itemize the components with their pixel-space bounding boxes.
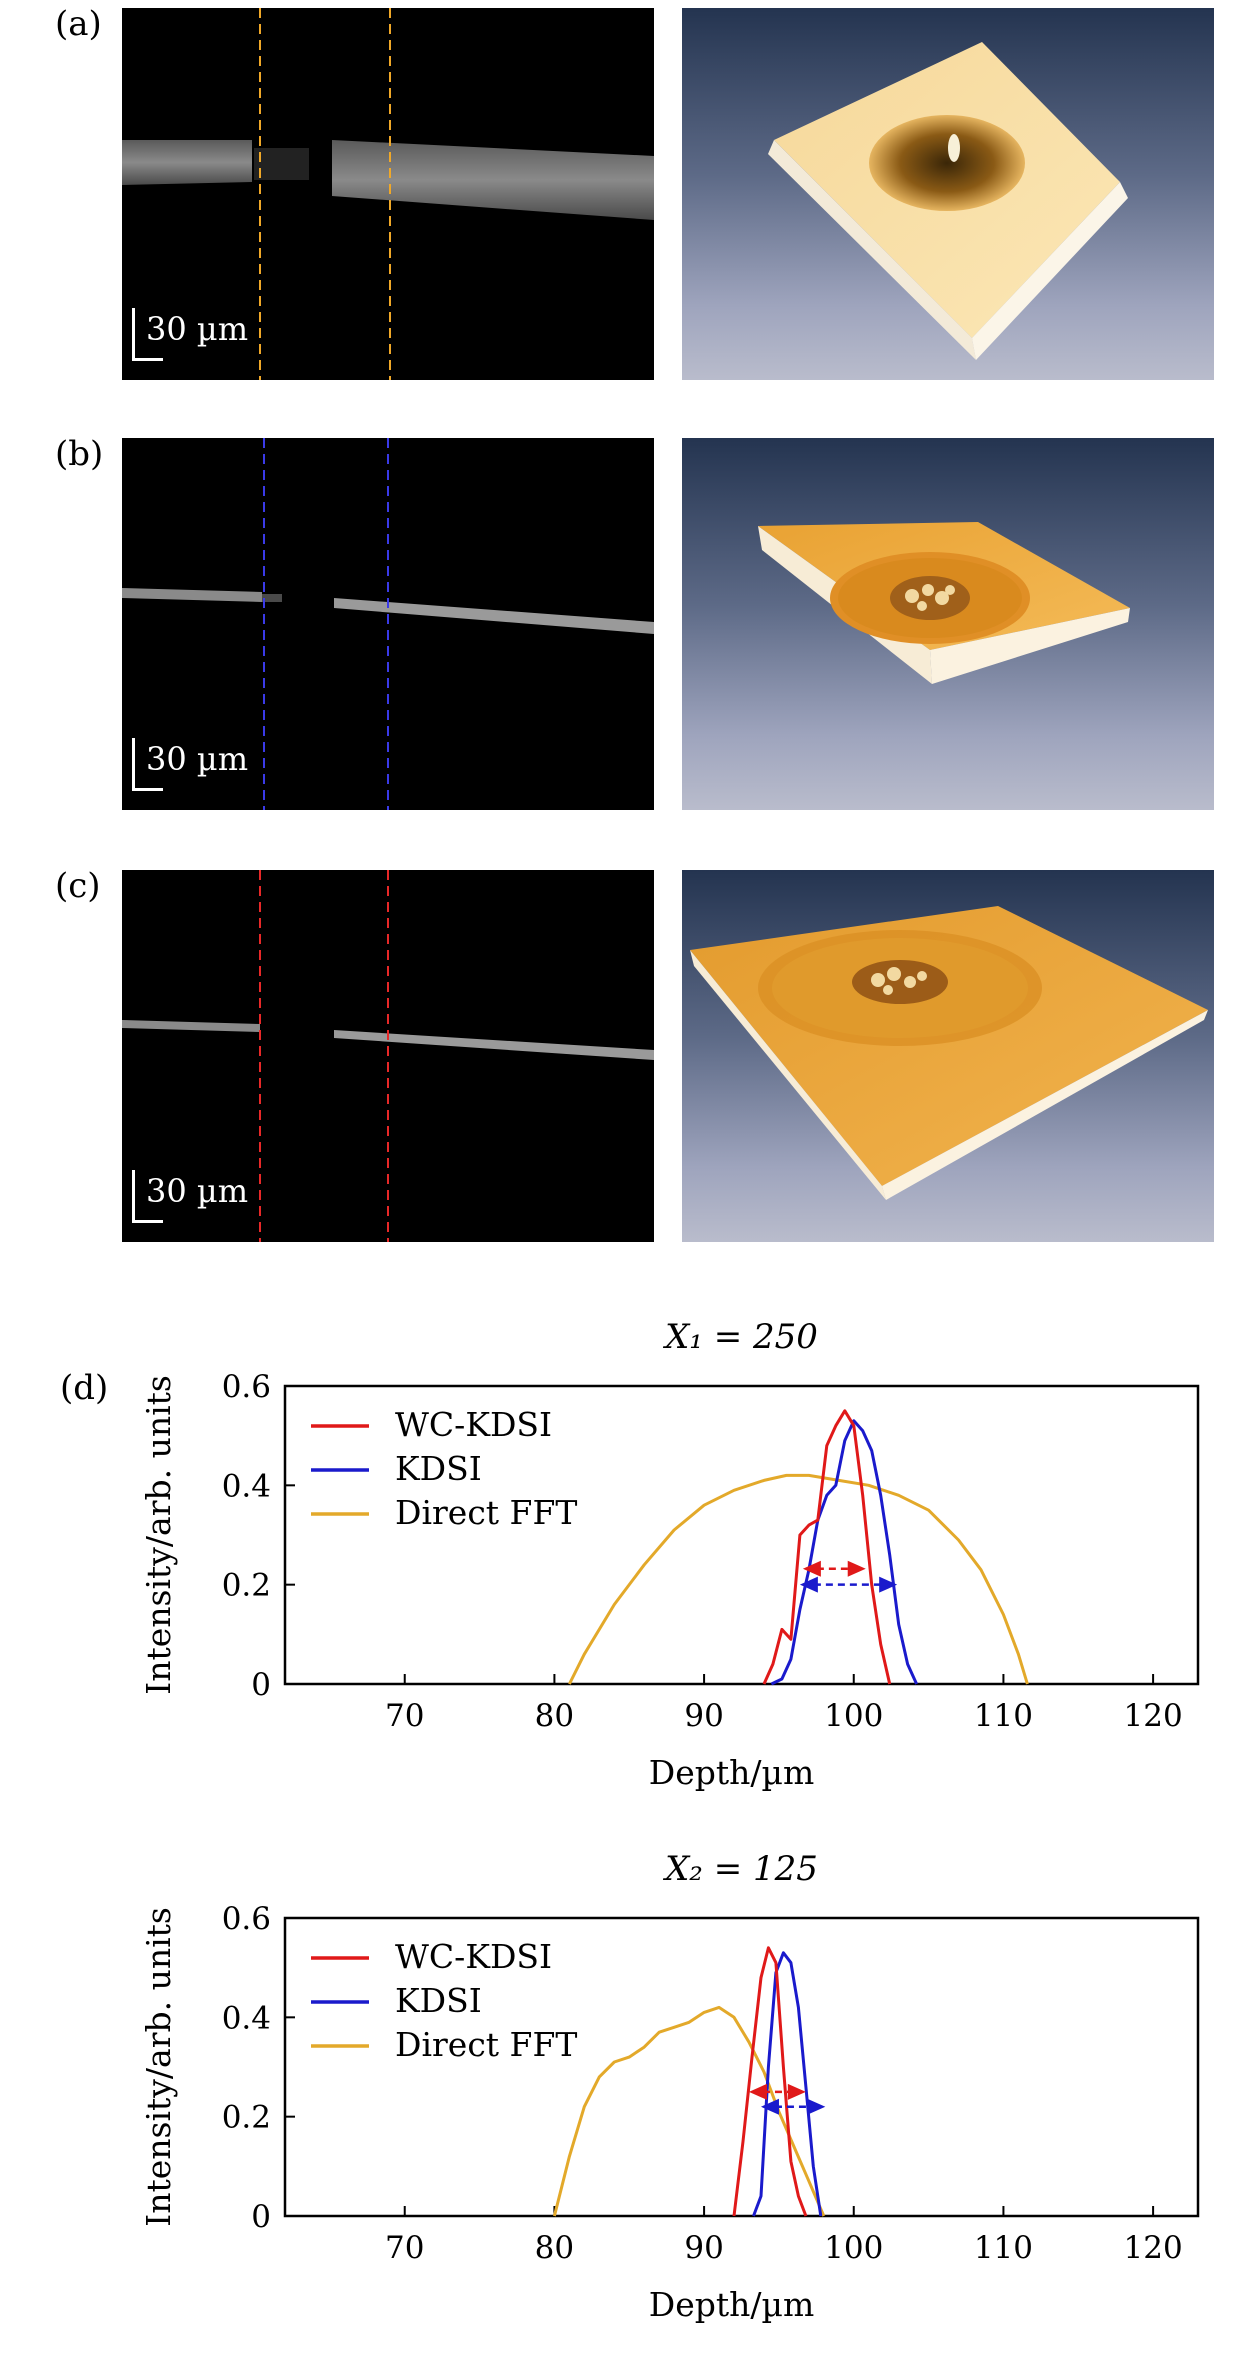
- x-tick-label: 90: [684, 2230, 723, 2266]
- x-tick-label: 70: [385, 2230, 424, 2266]
- y-tick-label: 0.4: [222, 2000, 271, 2036]
- bscan-image-c: 30 µm: [122, 870, 654, 1242]
- fwhm-arrow: [760, 2098, 826, 2115]
- legend-entry: KDSI: [395, 1981, 482, 2020]
- plot-frame: [283, 1384, 1200, 1686]
- panel-label-a: (a): [55, 4, 102, 44]
- y-tick-label: 0: [251, 1667, 271, 1703]
- x-tick-label: 100: [824, 2230, 883, 2266]
- scale-bar-label: 30 µm: [146, 740, 249, 778]
- fwhm-arrow: [799, 1576, 898, 1593]
- bscan-image-b: 30 µm: [122, 438, 654, 810]
- x-axis-label: Depth/µm: [649, 2285, 814, 2324]
- y-tick-label: 0.2: [222, 1568, 271, 1604]
- fwhm-arrow: [748, 2083, 806, 2100]
- chart-title: X₂ = 125: [662, 1849, 818, 1889]
- y-tick-label: 0.4: [222, 1468, 271, 1504]
- panel-label-c: (c): [55, 866, 101, 906]
- x-tick-label: 110: [974, 1698, 1033, 1734]
- x-tick-label: 120: [1124, 1698, 1183, 1734]
- panel-label-d: (d): [60, 1368, 109, 1408]
- series-line: [752, 1951, 823, 2217]
- y-axis-label: Intensity/arb. units: [139, 1907, 178, 2227]
- x-tick-label: 100: [824, 1698, 883, 1734]
- chart-x2: X₂ = 125 70 80 90 100 110 120 0 0.2 0.4 0.6 Depth/µ…: [0, 1832, 1260, 2356]
- surface-render-a: [682, 8, 1214, 380]
- x-tick-label: 110: [974, 2230, 1033, 2266]
- legend-entry: WC-KDSI: [395, 1405, 552, 1444]
- y-tick-label: 0: [251, 2199, 271, 2235]
- y-tick-label: 0.2: [222, 2100, 271, 2136]
- legend-entry: Direct FFT: [395, 2025, 577, 2064]
- series-line: [770, 1419, 918, 1686]
- x-axis-label: Depth/µm: [649, 1753, 814, 1792]
- bscan-image-a: 30 µm: [122, 8, 654, 380]
- y-tick-label: 0.6: [222, 1369, 271, 1405]
- legend-entry: WC-KDSI: [395, 1937, 552, 1976]
- legend-entry: KDSI: [395, 1449, 482, 1488]
- chart-title: X₁ = 250: [662, 1317, 818, 1357]
- series-line: [552, 2005, 826, 2217]
- scale-bar-label: 30 µm: [146, 310, 249, 348]
- x-tick-label: 70: [385, 1698, 424, 1734]
- x-tick-label: 120: [1124, 2230, 1183, 2266]
- y-tick-label: 0.6: [222, 1901, 271, 1937]
- fwhm-arrow: [802, 1560, 866, 1577]
- series-line: [568, 1473, 1029, 1685]
- panel-label-b: (b): [55, 434, 104, 474]
- chart-x1: X₁ = 250 70 80 90 100 110 120 0 0.2 0.4 0.6 Depth/µ…: [0, 1300, 1260, 1824]
- legend-entry: Direct FFT: [395, 1493, 577, 1532]
- x-tick-label: 90: [684, 1698, 723, 1734]
- scale-bar-label: 30 µm: [146, 1172, 249, 1210]
- series-line: [762, 1409, 892, 1685]
- x-tick-label: 80: [535, 2230, 574, 2266]
- y-axis-label: Intensity/arb. units: [139, 1375, 178, 1695]
- x-tick-label: 80: [535, 1698, 574, 1734]
- plot-frame: [283, 1916, 1200, 2218]
- series-line: [732, 1946, 808, 2217]
- surface-render-c: [682, 870, 1214, 1242]
- surface-render-b: [682, 438, 1214, 810]
